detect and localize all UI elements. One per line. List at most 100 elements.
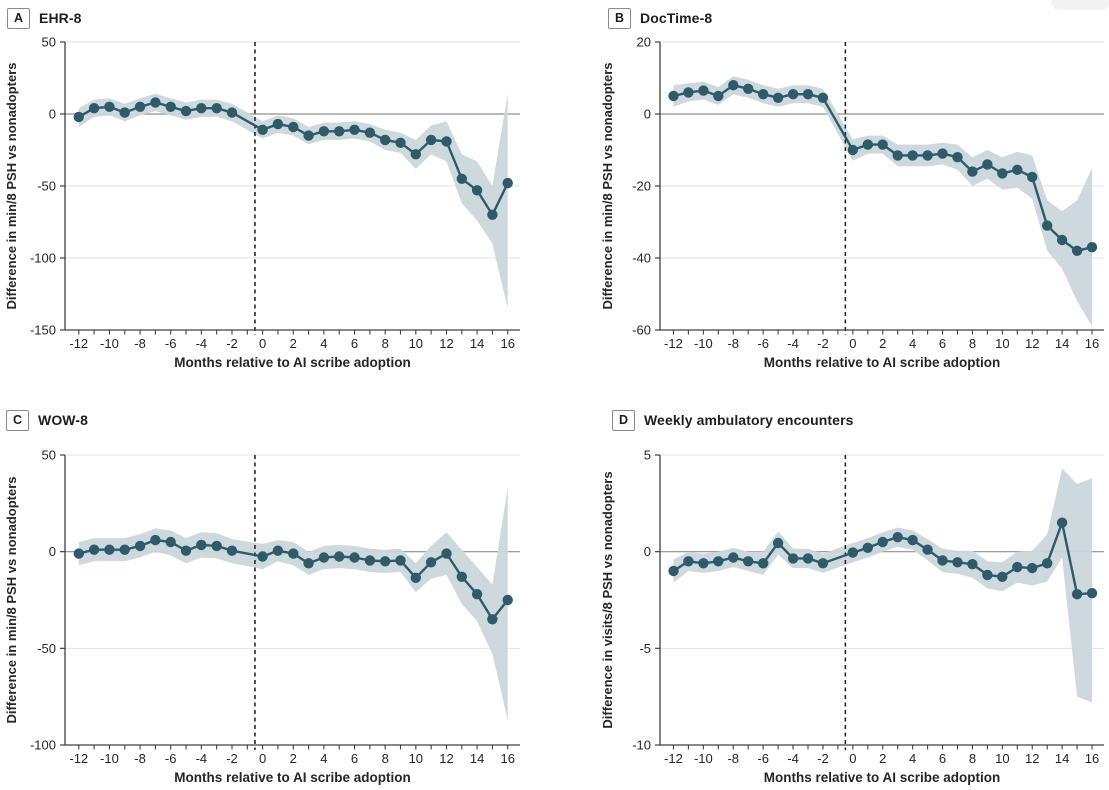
data-point: [862, 542, 873, 553]
data-point: [104, 544, 115, 555]
data-point: [349, 124, 360, 135]
data-point: [907, 150, 918, 161]
x-tick-label: 2: [290, 751, 297, 766]
data-point: [487, 614, 498, 625]
x-tick-label: -4: [787, 336, 799, 351]
data-point: [456, 173, 467, 184]
data-point: [334, 126, 345, 137]
data-point: [502, 594, 513, 606]
y-tick-label: 20: [637, 35, 651, 50]
x-tick-label: 14: [470, 751, 484, 766]
trend-line: [673, 84, 1093, 252]
data-point: [380, 556, 391, 567]
data-point: [758, 558, 769, 569]
data-point: [364, 127, 376, 138]
x-tick-label: 16: [1085, 336, 1099, 351]
panel-d-letter-badge: D: [612, 409, 635, 431]
x-tick-label: 10: [995, 336, 1009, 351]
data-point: [211, 540, 222, 552]
data-point: [1056, 517, 1068, 528]
data-point: [288, 548, 299, 559]
data-point: [1071, 245, 1083, 256]
x-tick-label: -10: [100, 336, 119, 351]
panel-a-title: EHR-8: [39, 10, 82, 26]
x-tick-label: -2: [817, 336, 829, 351]
y-tick-label: 50: [42, 448, 56, 463]
data-point: [150, 97, 161, 108]
data-point: [862, 139, 873, 150]
data-point: [847, 547, 858, 558]
data-point: [937, 148, 948, 159]
data-point: [104, 101, 115, 113]
y-axis-title: Difference in min/8 PSH vs nonadopters: [4, 62, 19, 309]
data-point: [997, 168, 1008, 179]
x-tick-label: 10: [409, 751, 423, 766]
data-point: [787, 553, 799, 564]
x-axis-title: Months relative to AI scribe adoption: [764, 770, 1001, 785]
data-point: [1012, 164, 1023, 175]
x-tick-label: 16: [501, 336, 515, 351]
data-point: [683, 556, 694, 567]
data-point: [410, 149, 421, 160]
data-point: [134, 540, 146, 552]
data-point: [817, 558, 829, 569]
data-point: [211, 103, 222, 114]
data-point: [257, 124, 268, 135]
x-tick-label: -10: [694, 336, 713, 351]
y-axis-title: Difference in visits/8 PSH vs nonadopter…: [600, 471, 615, 728]
trend-line: [78, 101, 509, 216]
data-point: [713, 90, 724, 102]
data-point: [165, 101, 176, 113]
data-point: [410, 572, 421, 583]
data-point: [1086, 242, 1098, 253]
data-point: [877, 536, 888, 548]
x-tick-label: 12: [439, 336, 453, 351]
x-tick-label: 12: [1025, 751, 1039, 766]
data-point: [907, 534, 918, 546]
data-point: [698, 558, 709, 569]
data-point: [119, 107, 130, 118]
data-point: [73, 111, 85, 123]
data-point: [877, 139, 888, 150]
data-point: [922, 150, 933, 161]
x-tick-label: 4: [320, 336, 327, 351]
x-tick-label: -12: [69, 751, 88, 766]
x-tick-label: 6: [939, 336, 946, 351]
data-point: [802, 553, 814, 564]
data-point: [728, 552, 739, 563]
x-tick-label: 8: [382, 751, 389, 766]
data-point: [88, 544, 100, 555]
panel-d-chart: 5 0 -5 -10 -12 -10 -8 -6 -4 -2 0 2 4 6 8 10 12 14 16 Months…: [600, 448, 1104, 785]
data-point: [1012, 561, 1023, 573]
x-tick-label: 2: [879, 751, 886, 766]
data-point: [257, 551, 268, 562]
data-point: [318, 552, 330, 563]
x-tick-label: 16: [1085, 751, 1099, 766]
x-tick-label: -6: [757, 751, 769, 766]
panel-c-title: WOW-8: [38, 412, 88, 428]
data-point: [713, 556, 724, 567]
data-point: [1027, 562, 1038, 574]
y-tick-label: -100: [30, 738, 56, 753]
data-point: [196, 103, 207, 114]
y-tick-label: -40: [632, 251, 651, 266]
data-point: [802, 89, 814, 100]
y-tick-label: -150: [30, 323, 56, 338]
data-point: [982, 569, 993, 581]
x-tick-label: 12: [1025, 336, 1039, 351]
x-tick-label: 4: [909, 336, 916, 351]
data-point: [487, 209, 498, 220]
data-point: [395, 555, 406, 566]
data-point: [502, 177, 513, 189]
data-point: [318, 126, 330, 137]
x-tick-label: -6: [165, 336, 177, 351]
y-tick-label: -50: [37, 179, 56, 194]
data-point: [952, 152, 963, 163]
y-axis-title: Difference in min/8 PSH vs nonadopters: [4, 476, 19, 723]
x-tick-label: 14: [1055, 751, 1069, 766]
data-point: [743, 556, 754, 567]
data-point: [150, 534, 161, 546]
x-tick-label: -4: [196, 336, 208, 351]
x-tick-label: -6: [165, 751, 177, 766]
